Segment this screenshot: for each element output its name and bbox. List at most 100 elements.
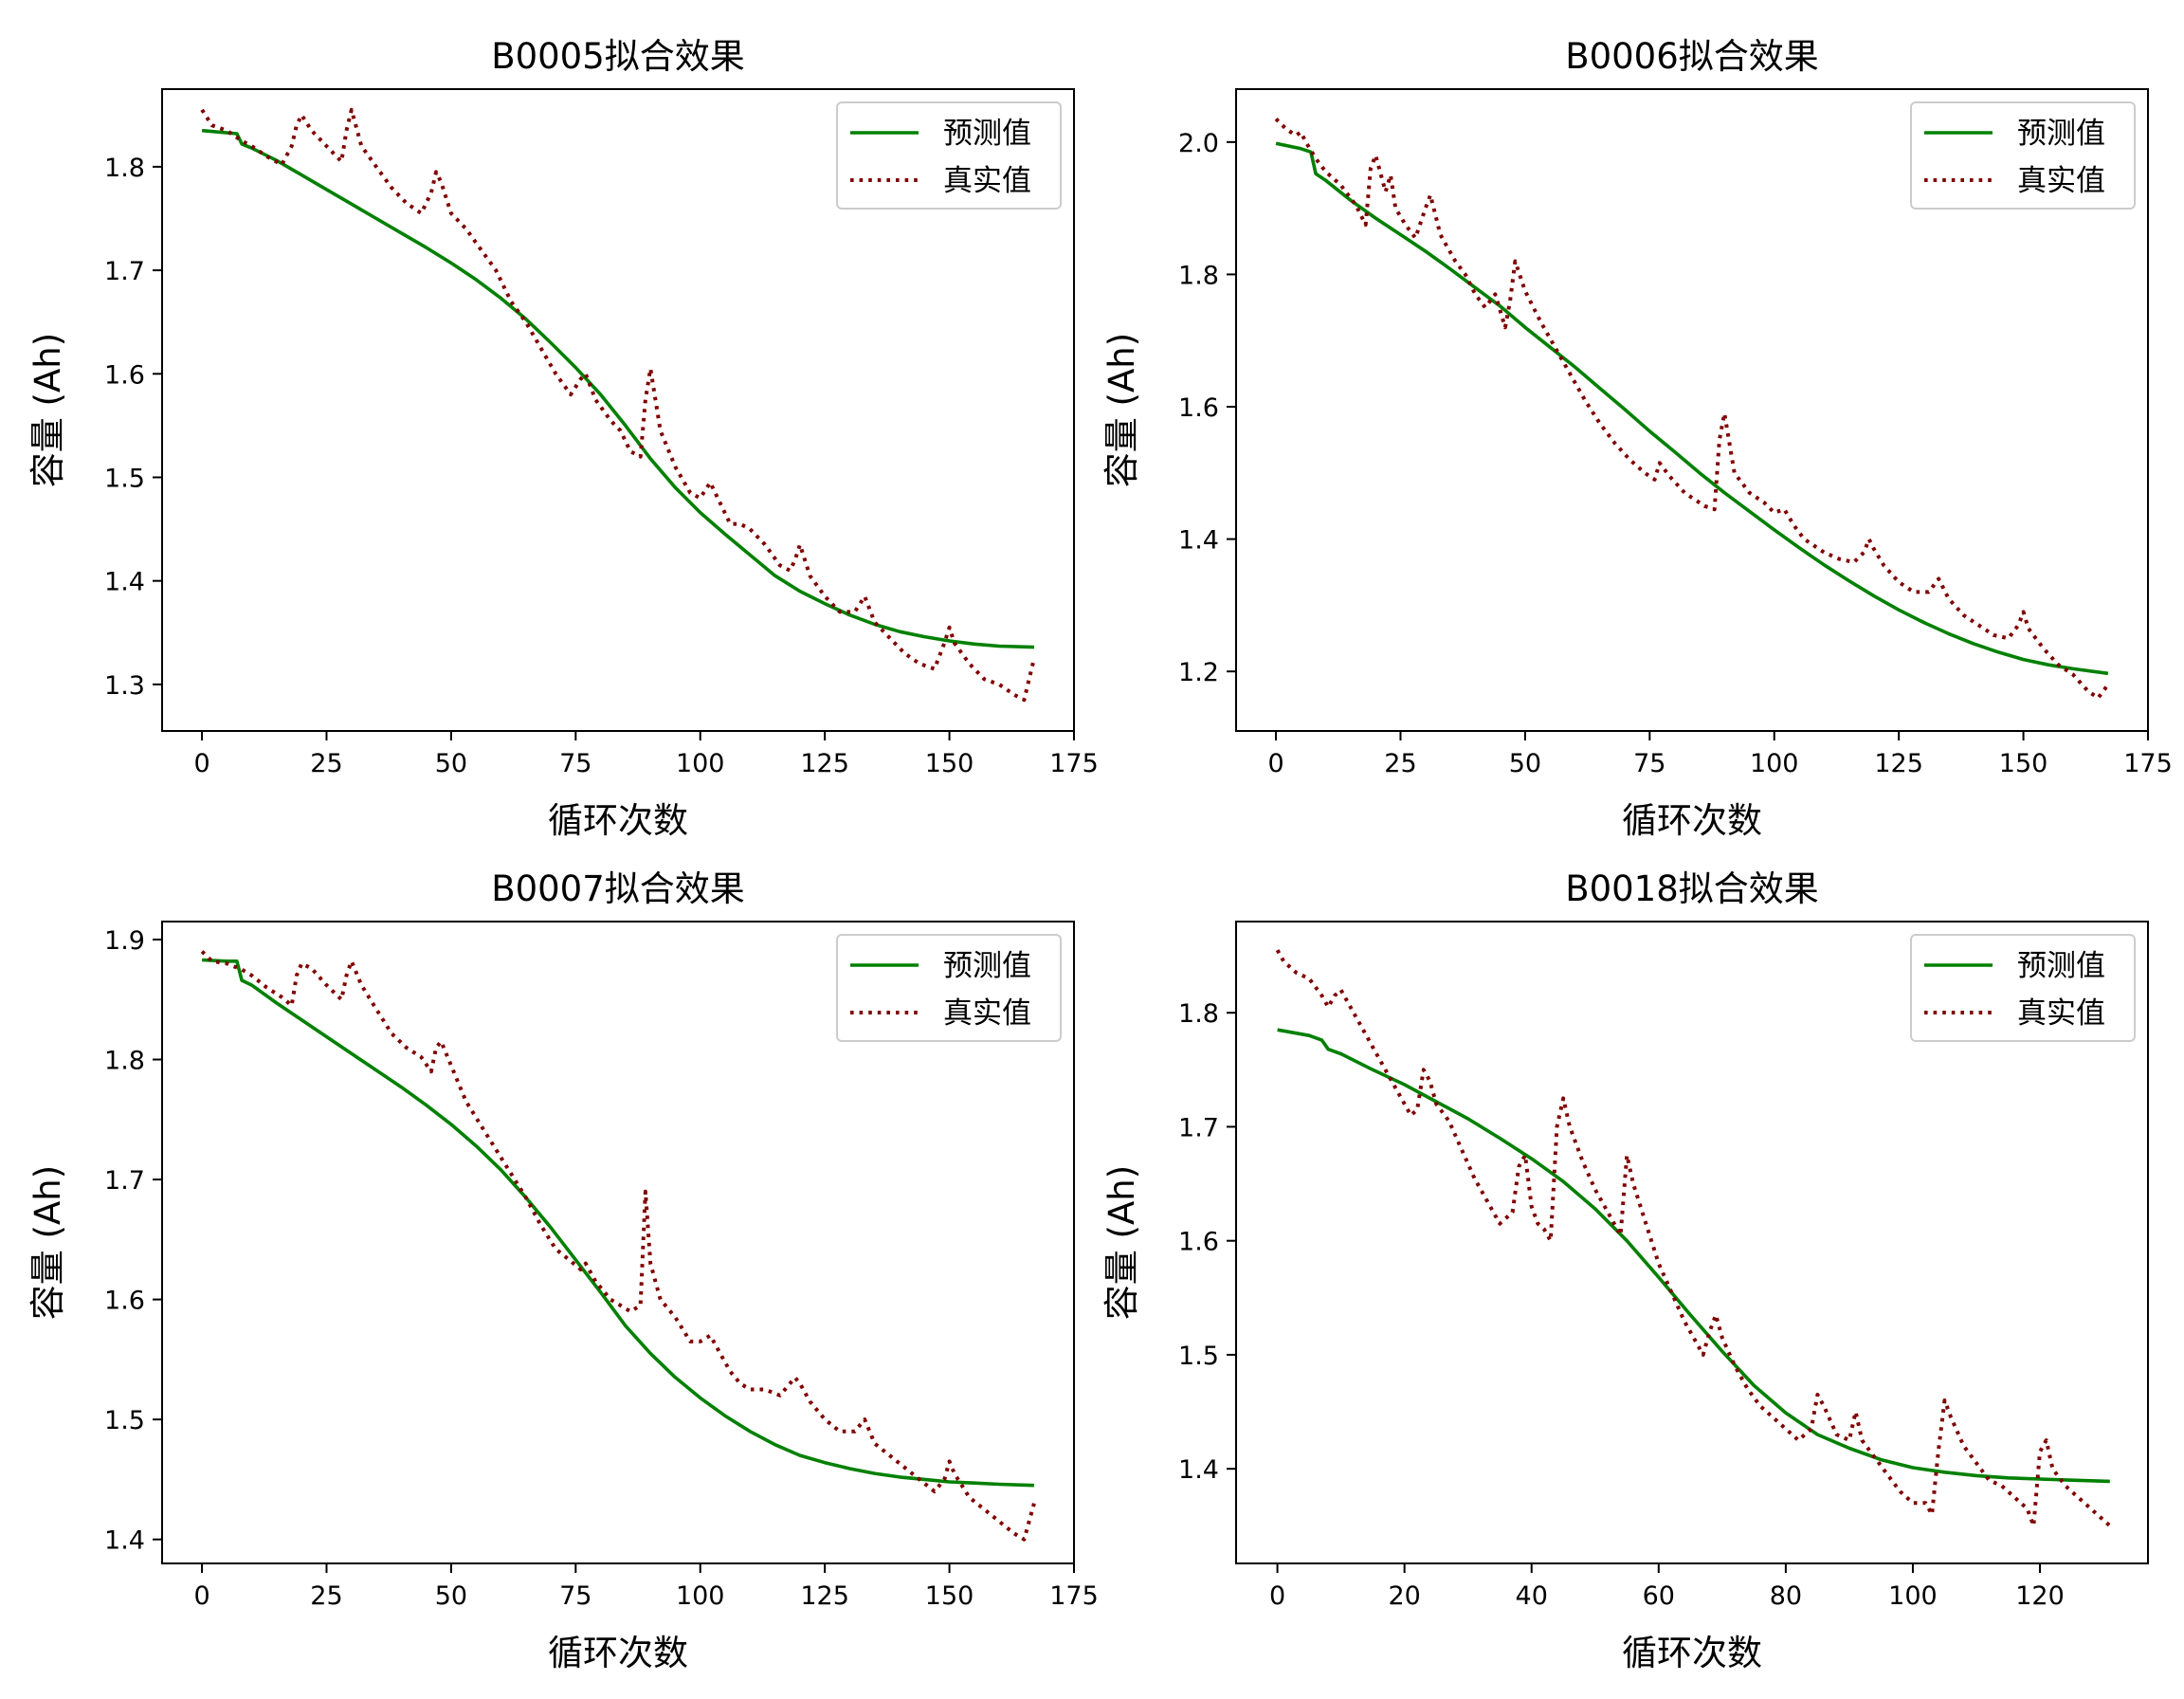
- chart-title: B0006拟合效果: [1565, 36, 1819, 77]
- y-tick-label: 1.7: [1178, 1113, 1219, 1142]
- x-tick-label: 125: [800, 1581, 849, 1611]
- x-axis-label: 循环次数: [548, 1633, 688, 1673]
- x-tick-label: 125: [1874, 749, 1923, 778]
- y-axis-label: 容量 (Ah): [27, 333, 68, 487]
- axes-frame: [1235, 88, 2149, 732]
- legend-label: 真实值: [943, 164, 1031, 198]
- y-tick-label: 1.5: [1178, 1342, 1219, 1371]
- x-tick-label: 175: [1049, 749, 1099, 778]
- legend-label: 预测值: [943, 949, 1031, 983]
- axes-frame: [161, 921, 1075, 1564]
- x-tick-label: 60: [1643, 1581, 1675, 1611]
- x-tick-label: 50: [1509, 749, 1541, 778]
- x-axis-label: 循环次数: [1622, 1633, 1762, 1673]
- y-axis-label: 容量 (Ah): [1101, 1165, 1142, 1320]
- y-tick-label: 2.0: [1178, 129, 1219, 158]
- y-tick-label: 1.2: [1178, 658, 1219, 687]
- subplot-2: B0006拟合效果 0 25 50 75 100 125 150 175 1.2 1.4 1.6 1.8…: [1101, 36, 2173, 841]
- x-tick-label: 150: [925, 1581, 974, 1611]
- x-tick-label: 150: [925, 749, 974, 778]
- x-tick-label: 125: [800, 749, 849, 778]
- x-tick-label: 0: [193, 749, 209, 778]
- x-tick-label: 25: [310, 1581, 342, 1611]
- legend-label: 真实值: [2017, 164, 2105, 198]
- y-tick-label: 1.5: [104, 464, 145, 493]
- legend-label: 预测值: [943, 117, 1031, 151]
- x-tick-label: 75: [559, 749, 592, 778]
- x-tick-label: 40: [1516, 1581, 1548, 1611]
- plot-lines: [1275, 949, 2112, 1528]
- chart-title: B0007拟合效果: [491, 868, 745, 909]
- y-tick-label: 1.3: [104, 671, 145, 701]
- x-tick-label: 150: [1999, 749, 2048, 778]
- x-tick-label: 100: [1750, 749, 1799, 778]
- series-line-predicted: [202, 958, 1034, 1488]
- x-tick-label: 100: [676, 1581, 725, 1611]
- legend-box: [836, 934, 1062, 1042]
- x-tick-label: 0: [193, 1581, 209, 1611]
- y-tick-label: 1.6: [1178, 393, 1219, 423]
- plot-lines: [200, 950, 1036, 1542]
- x-axis-label: 循环次数: [548, 800, 688, 841]
- plot-lines: [200, 107, 1036, 703]
- x-tick-label: 175: [2123, 749, 2173, 778]
- plot-lines: [1274, 117, 2110, 701]
- legend-label: 预测值: [2017, 949, 2105, 983]
- y-tick-label: 1.8: [104, 1047, 145, 1076]
- y-tick-label: 1.5: [104, 1406, 145, 1435]
- series-line-actual: [1275, 949, 2112, 1528]
- x-tick-label: 50: [435, 1581, 467, 1611]
- y-tick-label: 1.7: [104, 1166, 145, 1196]
- chart-title: B0018拟合效果: [1565, 868, 1819, 909]
- y-tick-label: 1.6: [104, 1287, 145, 1316]
- x-tick-label: 75: [559, 1581, 592, 1611]
- x-tick-label: 25: [1384, 749, 1416, 778]
- y-tick-label: 1.4: [1178, 526, 1219, 556]
- series-line-predicted: [1277, 1028, 2110, 1484]
- x-axis-label: 循环次数: [1622, 800, 1762, 841]
- x-tick-label: 25: [310, 749, 342, 778]
- axes-frame: [1235, 921, 2149, 1564]
- y-axis-label: 容量 (Ah): [27, 1165, 68, 1320]
- y-axis-label: 容量 (Ah): [1101, 333, 1142, 487]
- subplot-1: B0005拟合效果 0 25 50 75 100 125 150 175 1.3 1.4 1.5 1.6…: [27, 36, 1099, 841]
- legend-box: [836, 101, 1062, 210]
- chart-title: B0005拟合效果: [491, 36, 745, 77]
- y-tick-label: 1.6: [1178, 1228, 1219, 1257]
- series-line-predicted: [1275, 141, 2109, 676]
- x-tick-label: 100: [1888, 1581, 1938, 1611]
- y-tick-label: 1.4: [104, 1526, 145, 1556]
- x-tick-label: 0: [1267, 749, 1283, 778]
- y-tick-label: 1.9: [104, 926, 145, 956]
- x-tick-label: 75: [1633, 749, 1665, 778]
- series-line-predicted: [201, 128, 1034, 649]
- legend-label: 预测值: [2017, 117, 2105, 151]
- x-tick-label: 20: [1388, 1581, 1420, 1611]
- x-tick-label: 120: [2015, 1581, 2065, 1611]
- y-tick-label: 1.8: [1178, 999, 1219, 1029]
- y-tick-label: 1.8: [1178, 261, 1219, 290]
- x-tick-label: 80: [1770, 1581, 1802, 1611]
- y-tick-label: 1.8: [104, 154, 145, 183]
- y-tick-label: 1.7: [104, 257, 145, 286]
- axes-frame: [161, 88, 1075, 732]
- x-tick-label: 0: [1269, 1581, 1285, 1611]
- y-tick-label: 1.4: [1178, 1455, 1219, 1485]
- y-tick-label: 1.4: [104, 568, 145, 597]
- series-line-actual: [200, 107, 1036, 703]
- subplot-4: B0018拟合效果 0 20 40 60 80 100 120 1.4 1.5 1.6 1.7 1.8 循…: [1101, 868, 2149, 1673]
- subplot-3: B0007拟合效果 0 25 50 75 100 125 150 175 1.4 1.5 1.6 1.7…: [27, 868, 1099, 1673]
- y-tick-label: 1.6: [104, 360, 145, 390]
- legend-label: 真实值: [2017, 996, 2105, 1031]
- x-tick-label: 50: [435, 749, 467, 778]
- x-tick-label: 175: [1049, 1581, 1099, 1611]
- legend-box: [1910, 934, 2136, 1042]
- legend-box: [1910, 101, 2136, 210]
- legend-label: 真实值: [943, 996, 1031, 1031]
- x-tick-label: 100: [676, 749, 725, 778]
